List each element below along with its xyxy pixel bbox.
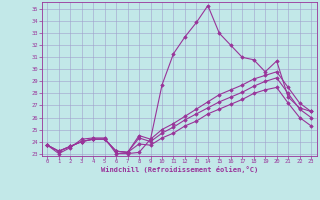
- X-axis label: Windchill (Refroidissement éolien,°C): Windchill (Refroidissement éolien,°C): [100, 166, 258, 173]
